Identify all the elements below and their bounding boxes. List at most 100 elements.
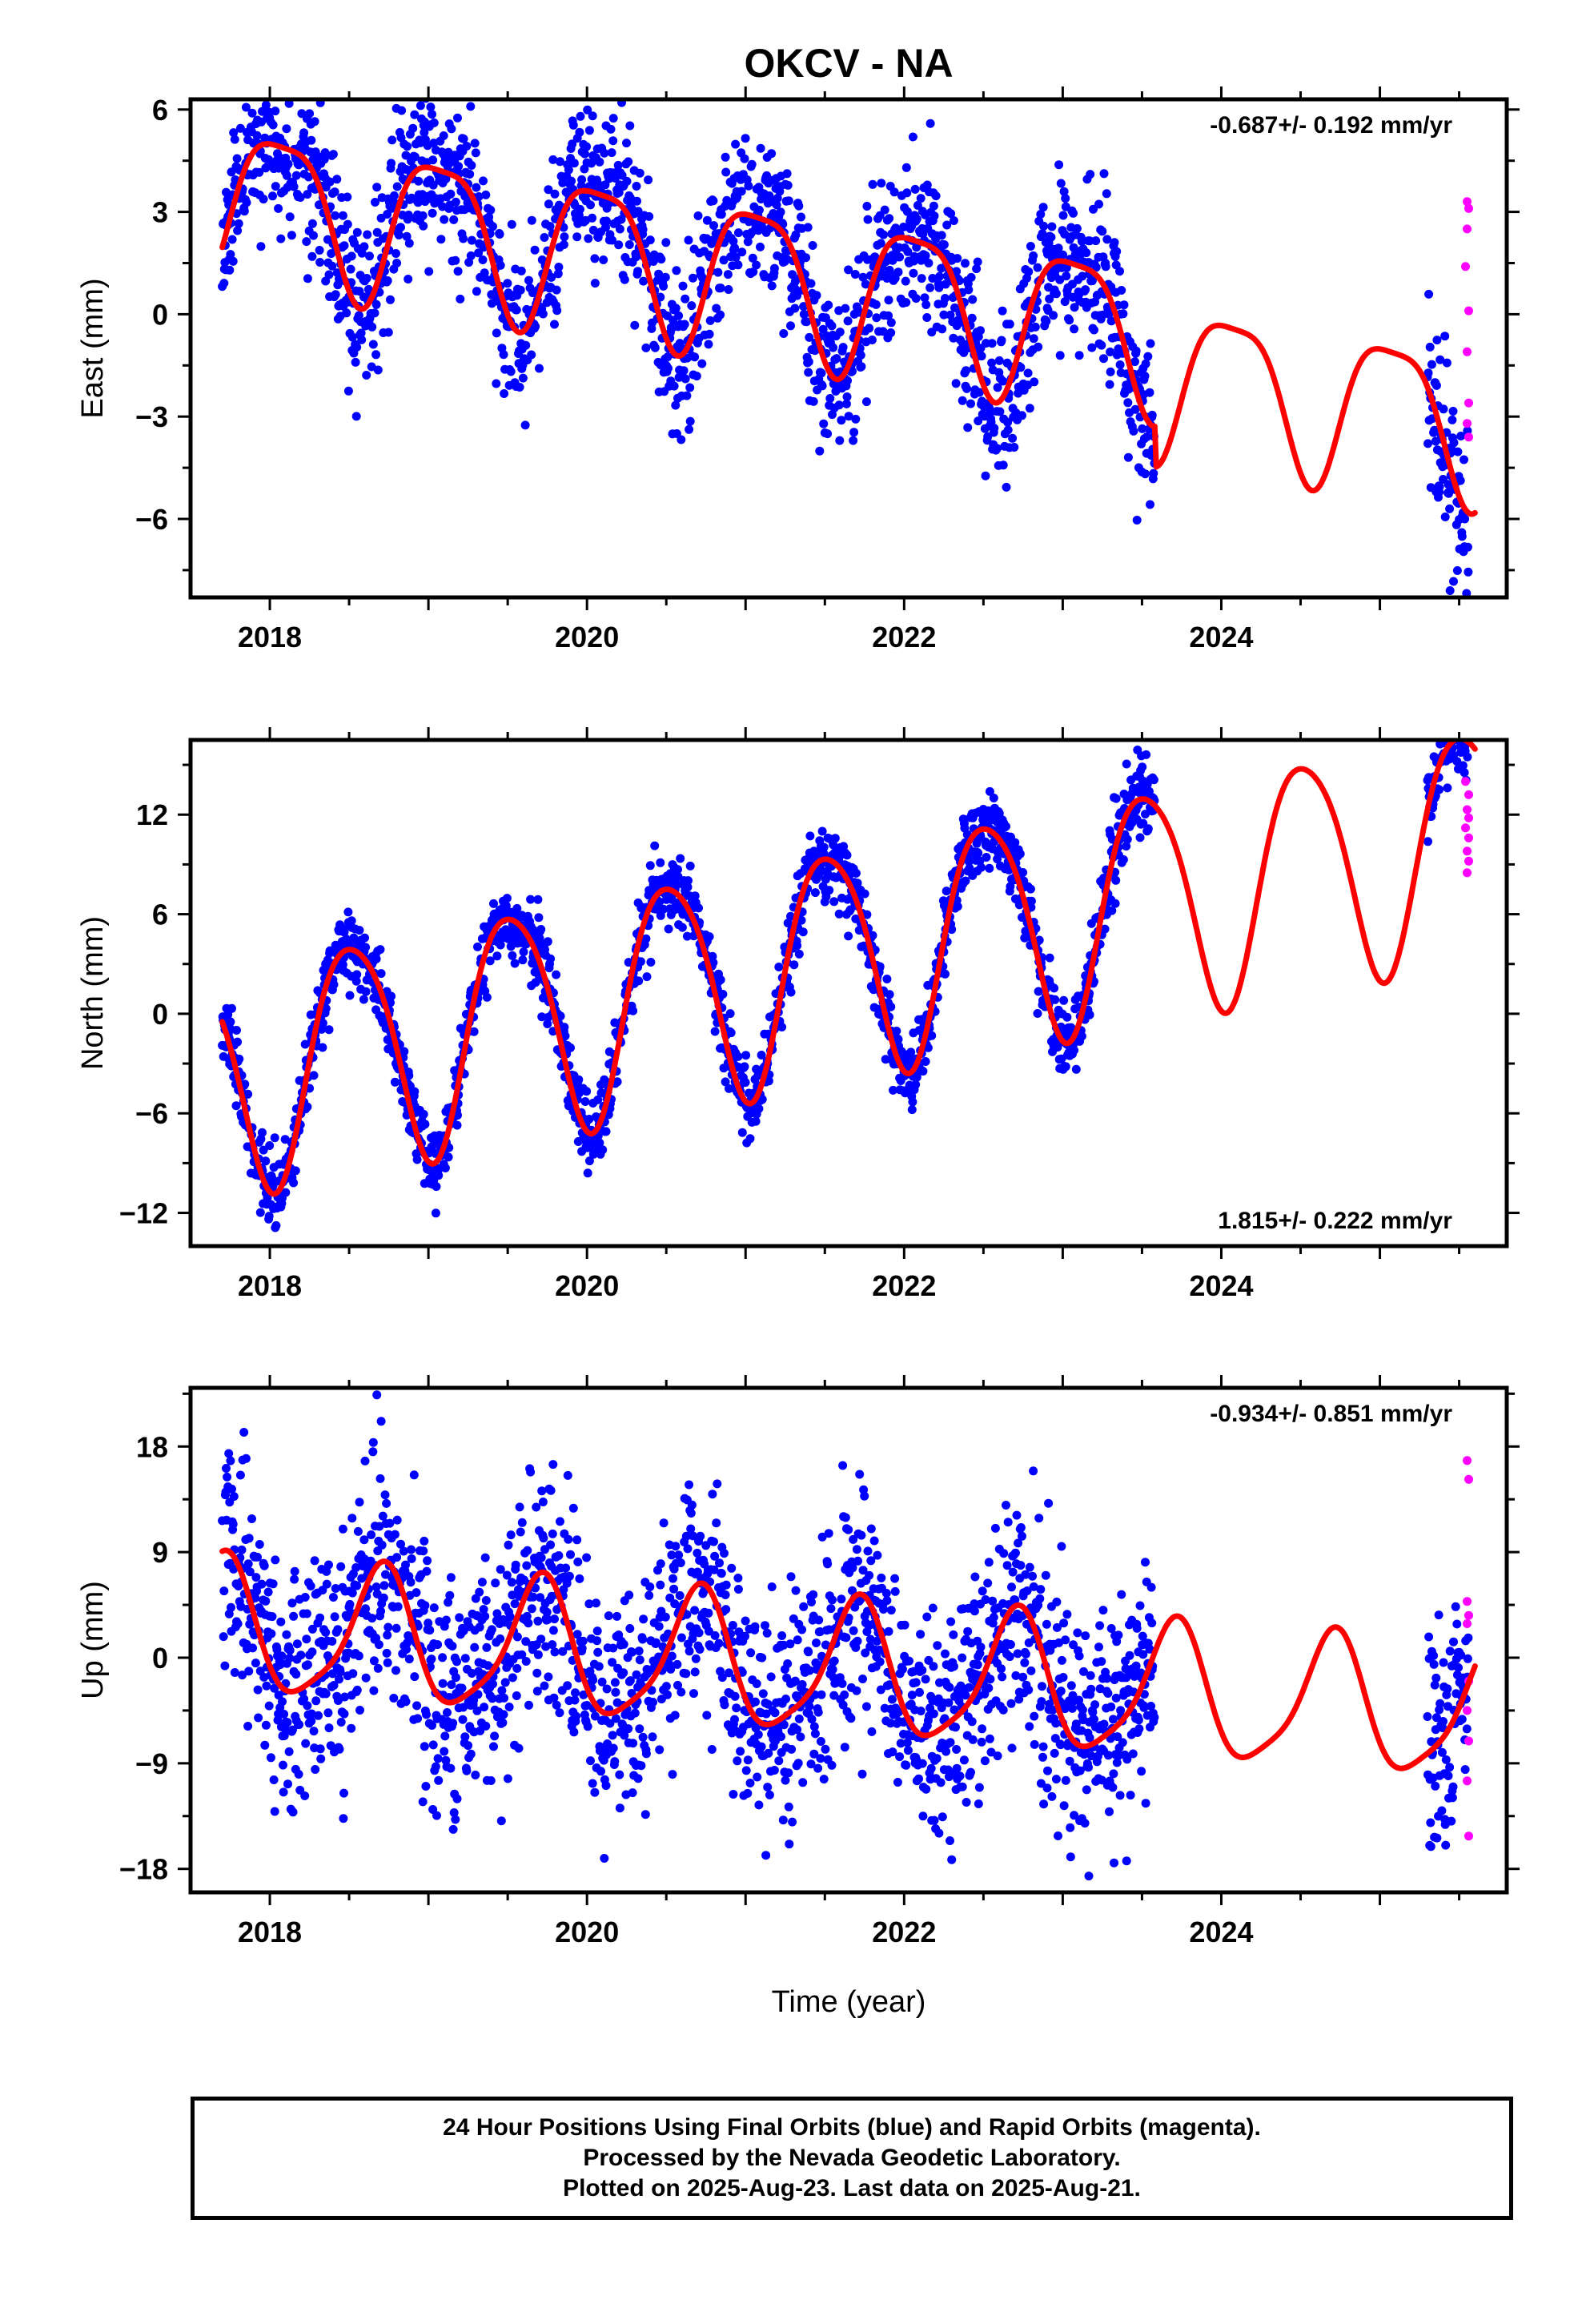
final-orbit-point	[230, 1668, 239, 1677]
final-orbit-point	[268, 74, 277, 83]
final-orbit-point	[335, 1675, 343, 1684]
final-orbit-point	[548, 1460, 558, 1470]
final-orbit-point	[526, 895, 536, 904]
final-orbit-point	[247, 1514, 256, 1523]
final-orbit-point	[588, 213, 597, 223]
final-orbit-point	[967, 313, 977, 323]
final-orbit-point	[428, 110, 436, 119]
final-orbit-point	[408, 123, 418, 133]
final-orbit-point	[724, 285, 733, 294]
final-orbit-point	[671, 400, 681, 410]
final-orbit-point	[393, 1602, 403, 1611]
final-orbit-point	[1143, 824, 1153, 834]
final-orbit-point	[1099, 169, 1109, 179]
rapid-orbit-point	[1463, 868, 1472, 878]
final-orbit-point	[488, 1679, 497, 1689]
final-orbit-point	[512, 903, 522, 913]
final-orbit-point	[886, 328, 896, 337]
final-orbit-point	[685, 424, 694, 434]
final-orbit-point	[961, 876, 970, 886]
final-orbit-point	[1055, 351, 1065, 360]
final-orbit-point	[786, 911, 795, 921]
final-orbit-point	[391, 1623, 401, 1633]
final-orbit-point	[726, 1028, 736, 1038]
final-orbit-point	[1085, 1010, 1094, 1019]
final-orbit-point	[1463, 542, 1472, 552]
final-orbit-point	[460, 1654, 470, 1663]
final-orbit-point	[716, 975, 725, 984]
final-orbit-point	[227, 1602, 235, 1612]
final-orbit-point	[547, 272, 556, 282]
final-orbit-point	[291, 171, 301, 180]
final-orbit-point	[368, 1437, 378, 1447]
final-orbit-point	[1431, 380, 1441, 390]
final-orbit-point	[1033, 263, 1042, 272]
final-orbit-point	[632, 1670, 641, 1679]
final-orbit-point	[343, 219, 352, 229]
final-orbit-point	[849, 436, 858, 445]
final-orbit-point	[1123, 452, 1133, 462]
final-orbit-point	[1078, 271, 1087, 281]
final-orbit-point	[259, 195, 268, 204]
final-orbit-point	[1101, 262, 1110, 271]
final-orbit-point	[479, 176, 488, 186]
chart-title: OKCV - NA	[744, 41, 953, 86]
east-frame	[188, 97, 1509, 600]
final-orbit-point	[255, 1540, 264, 1549]
final-orbit-point	[872, 313, 881, 323]
final-orbit-point	[434, 1775, 444, 1785]
final-orbit-point	[752, 260, 761, 270]
final-orbit-point	[1456, 476, 1465, 485]
final-orbit-point	[1462, 706, 1471, 714]
final-orbit-point	[371, 1582, 381, 1592]
final-orbit-point	[271, 182, 280, 191]
final-orbit-point	[362, 274, 371, 283]
final-orbit-point	[1031, 304, 1041, 314]
final-orbit-point	[1456, 432, 1466, 440]
final-orbit-point	[1461, 714, 1470, 723]
final-orbit-point	[459, 234, 468, 243]
final-orbit-point	[389, 1694, 399, 1703]
final-orbit-point	[427, 1655, 436, 1664]
final-orbit-point	[451, 197, 460, 207]
final-orbit-point	[802, 317, 811, 327]
final-orbit-point	[467, 235, 476, 245]
final-orbit-point	[352, 343, 362, 352]
final-orbit-point	[368, 1447, 378, 1457]
final-orbit-point	[809, 396, 818, 406]
final-orbit-point	[862, 202, 872, 211]
final-orbit-point	[274, 203, 283, 213]
final-orbit-point	[309, 231, 318, 240]
final-orbit-point	[307, 1716, 316, 1726]
final-orbit-point	[498, 1718, 508, 1727]
final-orbit-point	[548, 1529, 557, 1538]
final-orbit-point	[921, 1057, 930, 1066]
final-orbit-point	[1065, 316, 1074, 325]
final-orbit-point	[302, 237, 311, 247]
final-orbit-point	[740, 1062, 749, 1072]
final-orbit-point	[929, 201, 938, 211]
final-orbit-point	[1081, 285, 1090, 295]
final-orbit-point	[296, 1651, 306, 1660]
final-orbit-point	[309, 1071, 319, 1080]
final-orbit-point	[817, 381, 827, 391]
final-orbit-point	[1002, 482, 1011, 492]
final-orbit-point	[850, 270, 860, 279]
final-orbit-point	[412, 1701, 422, 1711]
final-orbit-point	[271, 1555, 280, 1565]
final-orbit-point	[757, 1051, 766, 1059]
final-orbit-point	[613, 160, 623, 170]
final-orbit-point	[972, 838, 982, 848]
final-orbit-point	[458, 1715, 468, 1724]
final-orbit-point	[1425, 342, 1435, 352]
final-orbit-point	[849, 428, 859, 437]
rapid-orbit-point	[1464, 833, 1473, 842]
final-orbit-point	[1146, 500, 1154, 509]
final-orbit-point	[827, 321, 837, 331]
final-orbit-point	[275, 1660, 285, 1669]
final-orbit-point	[351, 412, 361, 421]
final-orbit-point	[922, 180, 932, 190]
final-orbit-point	[605, 1719, 615, 1728]
final-orbit-point	[231, 1101, 241, 1111]
final-orbit-point	[511, 1560, 520, 1570]
